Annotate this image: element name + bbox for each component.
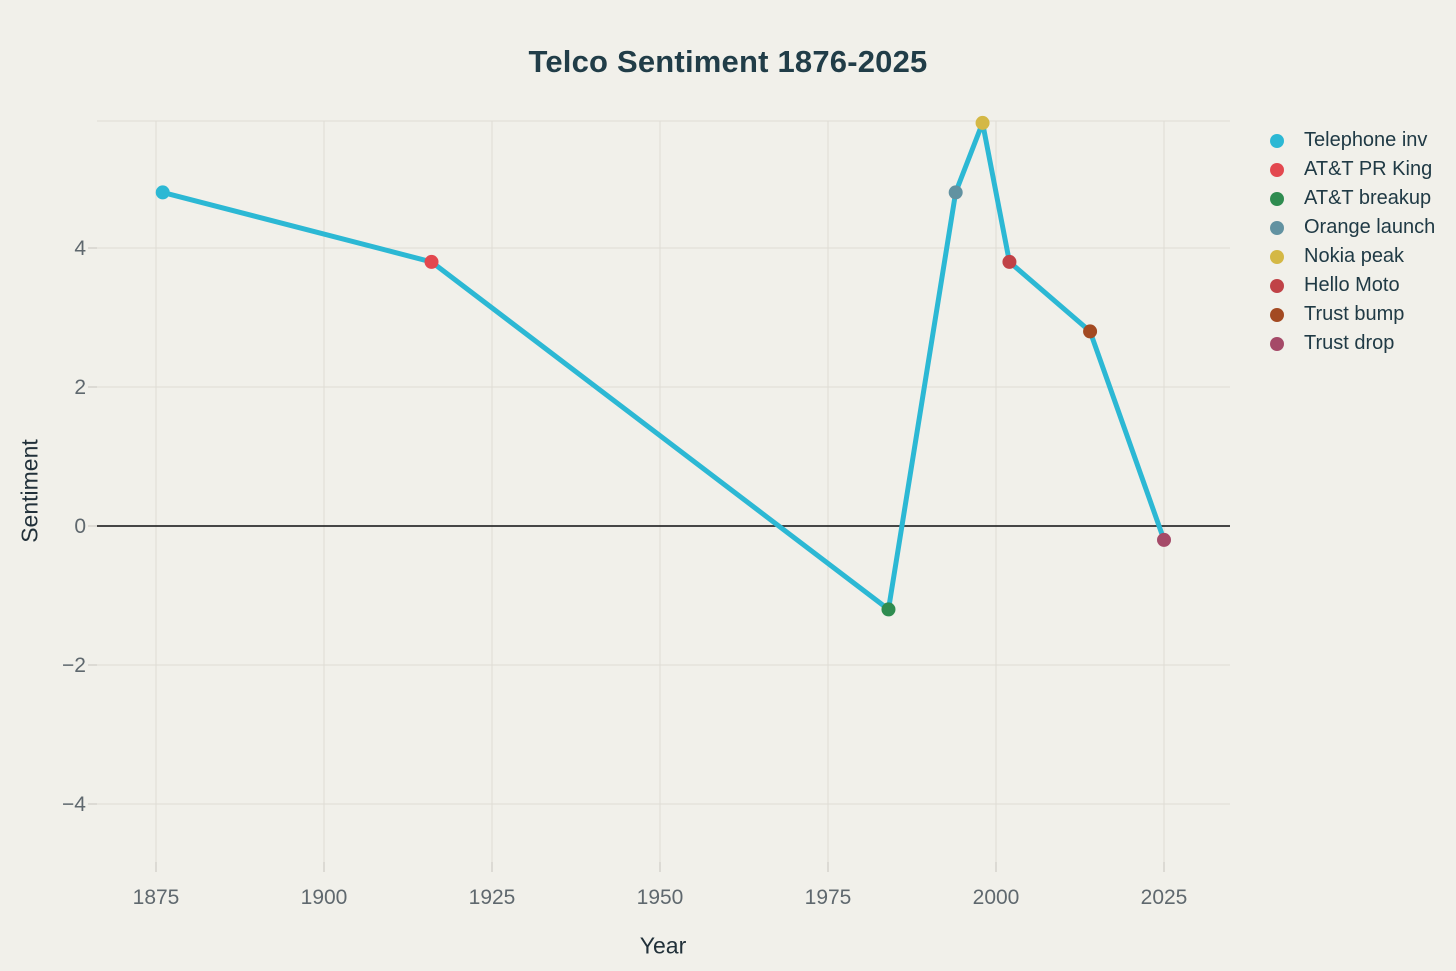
x-tick-label: 1900 [301,886,348,909]
legend-dot-icon [1270,220,1284,235]
sentiment-line [160,120,1167,612]
event-marker [881,602,896,617]
event-marker [424,254,439,269]
y-axis-title: Sentiment [16,439,43,543]
y-tick-label: 4 [74,237,86,260]
legend-label: Hello Moto [1304,274,1400,296]
x-tick-label: 1950 [637,886,684,909]
legend-item: Trust drop [1270,329,1435,358]
legend-dot-icon [1270,307,1284,322]
legend-item: AT&T PR King [1270,155,1435,184]
y-tick-label: −2 [62,654,86,677]
legend-dot-icon [1270,336,1284,351]
y-tick-label: 2 [74,376,86,399]
legend-dot-icon [1270,133,1284,148]
legend-label: Trust drop [1304,332,1395,354]
chart-title: Telco Sentiment 1876-2025 [528,44,928,79]
legend-label: Orange launch [1304,216,1436,238]
x-axis-title: Year [639,932,687,959]
legend-dot-icon [1270,191,1284,206]
event-marker [155,185,170,200]
event-marker [1083,324,1098,339]
legend-item: Nokia peak [1270,242,1435,271]
y-tick-label: 0 [74,515,86,538]
legend-item: AT&T breakup [1270,184,1435,213]
legend-dot-icon [1270,249,1284,264]
event-marker [1157,532,1171,547]
event-marker [948,185,963,200]
event-marker [1002,254,1017,269]
x-tick-label: 1875 [133,886,180,909]
x-tick-label: 1975 [805,886,852,909]
legend-label: Trust bump [1304,303,1405,325]
x-tick-label: 2000 [973,886,1020,909]
legend-item: Trust bump [1270,300,1435,329]
legend-label: AT&T PR King [1304,158,1433,180]
legend-label: Nokia peak [1304,245,1405,267]
legend-dot-icon [1270,162,1284,177]
x-tick-label: 2025 [1141,886,1188,909]
legend-item: Orange launch [1270,213,1435,242]
legend-label: AT&T breakup [1304,187,1432,209]
legend: Telephone inv AT&T PR King AT&T breakup Ora… [1270,126,1435,358]
x-tick-label: 1925 [469,886,516,909]
legend-item: Telephone inv [1270,126,1435,155]
event-marker [975,115,990,130]
y-tick-label: −4 [62,793,86,816]
legend-label: Telephone inv [1304,129,1428,151]
legend-item: Hello Moto [1270,271,1435,300]
legend-dot-icon [1270,278,1284,293]
